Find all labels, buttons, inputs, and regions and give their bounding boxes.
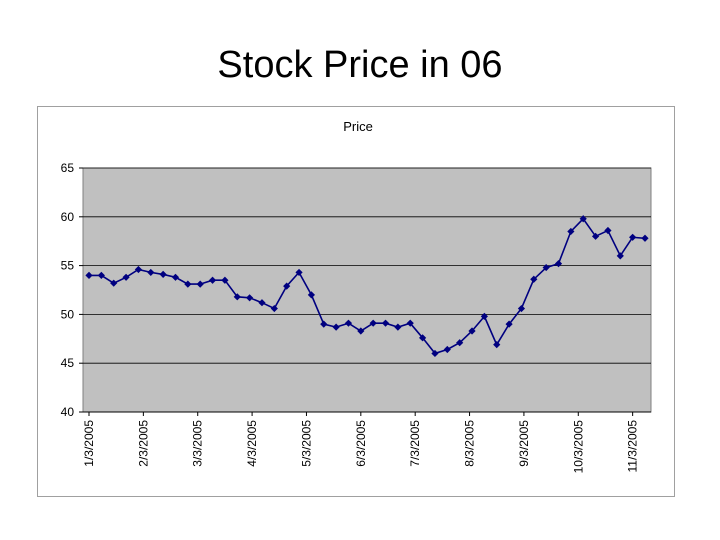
x-tick-label: 7/3/2005 bbox=[408, 420, 422, 467]
y-tick-label: 45 bbox=[61, 356, 75, 370]
gridlines bbox=[83, 167, 651, 413]
line-chart: Price 40 45 50 55 60 65 1/3/2005 2/3/2005 3/3/2… bbox=[61, 119, 652, 473]
data-point-marker bbox=[443, 345, 451, 354]
data-point-marker bbox=[307, 291, 315, 299]
data-point-marker bbox=[493, 341, 501, 349]
data-point-marker bbox=[270, 304, 278, 313]
slide-title: Stock Price in 06 bbox=[217, 44, 503, 86]
series-line bbox=[89, 217, 646, 355]
data-point-marker bbox=[468, 327, 476, 335]
y-tick-label: 65 bbox=[61, 161, 75, 175]
data-point-marker bbox=[591, 232, 600, 240]
x-axis-ticks: 1/3/2005 2/3/2005 3/3/2005 4/3/2005 5/3/2005… bbox=[82, 412, 640, 473]
x-tick-label: 4/3/2005 bbox=[245, 420, 259, 467]
data-point-marker bbox=[122, 273, 130, 281]
x-tick-label: 6/3/2005 bbox=[354, 420, 368, 467]
data-point-marker bbox=[221, 276, 229, 284]
data-point-marker bbox=[419, 334, 427, 342]
data-point-marker bbox=[332, 323, 340, 331]
data-point-marker bbox=[567, 227, 575, 236]
data-point-marker bbox=[394, 323, 402, 331]
data-point-marker bbox=[295, 268, 303, 277]
x-tick-label: 10/3/2005 bbox=[571, 420, 585, 474]
chart-title: Price bbox=[343, 119, 373, 134]
data-point-marker bbox=[357, 327, 365, 335]
data-point-marker bbox=[171, 273, 180, 281]
data-point-marker bbox=[629, 233, 637, 241]
data-point-marker bbox=[641, 234, 649, 242]
data-point-marker bbox=[97, 271, 105, 279]
y-tick-label: 50 bbox=[61, 307, 75, 321]
y-tick-label: 55 bbox=[61, 259, 75, 273]
data-point-marker bbox=[431, 349, 439, 358]
x-tick-label: 1/3/2005 bbox=[82, 420, 96, 467]
x-tick-label: 3/3/2005 bbox=[191, 420, 205, 467]
data-point-marker bbox=[604, 226, 612, 235]
x-tick-label: 9/3/2005 bbox=[517, 420, 531, 467]
x-tick-label: 5/3/2005 bbox=[299, 420, 313, 467]
y-tick-label: 60 bbox=[61, 210, 75, 224]
plot-area bbox=[82, 167, 652, 413]
x-tick-label: 2/3/2005 bbox=[136, 420, 150, 467]
data-point-marker bbox=[246, 294, 254, 302]
data-point-marker bbox=[208, 276, 217, 284]
data-point-marker bbox=[480, 312, 488, 320]
data-point-marker bbox=[147, 268, 155, 277]
chart-frame: Price 40 45 50 55 60 65 1/3/2005 2/3/2005 3/3/2… bbox=[37, 106, 675, 497]
data-point-marker bbox=[554, 260, 563, 268]
y-axis-ticks: 40 45 50 55 60 65 bbox=[61, 161, 83, 419]
x-tick-label: 11/3/2005 bbox=[626, 420, 640, 473]
data-point-marker bbox=[542, 263, 550, 272]
data-point-marker bbox=[505, 320, 513, 328]
x-tick-label: 8/3/2005 bbox=[463, 420, 477, 467]
data-point-marker bbox=[258, 299, 266, 307]
y-tick-label: 40 bbox=[61, 405, 75, 419]
data-point-marker bbox=[517, 304, 526, 313]
